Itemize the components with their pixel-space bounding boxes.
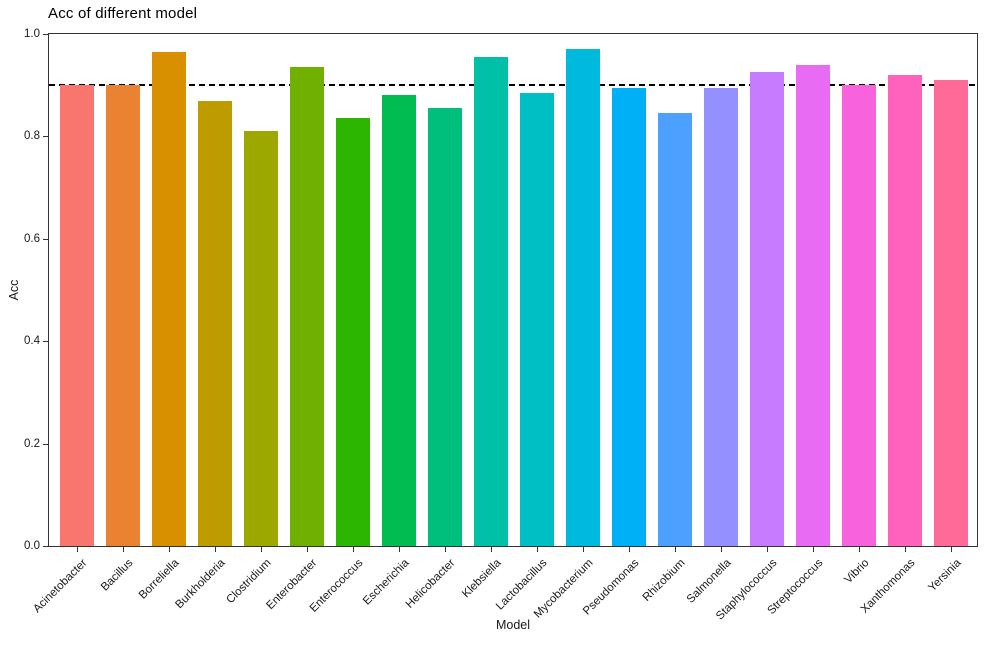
bar-enterobacter <box>290 67 324 546</box>
x-tick-mark <box>169 547 170 552</box>
bar-vibrio <box>842 85 876 546</box>
bar-streptococcus <box>796 64 830 546</box>
bar-acinetobacter <box>60 85 94 546</box>
x-tick-mark <box>951 547 952 552</box>
y-tick-label: 0.0 <box>24 540 40 552</box>
bar-rhizobium <box>658 113 692 546</box>
x-tick-mark <box>399 547 400 552</box>
bar-salmonella <box>704 87 738 546</box>
x-tick-mark <box>629 547 630 552</box>
y-axis-title: Acc <box>7 279 21 301</box>
y-tick-label: 0.4 <box>24 335 40 348</box>
bar-borreliella <box>152 51 186 546</box>
bar-escherichia <box>382 95 416 546</box>
y-tick-label: 0.8 <box>24 130 40 143</box>
x-tick-mark <box>307 547 308 552</box>
bar-enterococcus <box>336 118 370 546</box>
bar-bacillus <box>106 85 140 546</box>
x-tick-mark <box>583 547 584 552</box>
y-tick-mark <box>43 443 48 445</box>
x-tick-mark <box>859 547 860 552</box>
x-tick-label-acinetobacter: Acinetobacter <box>31 557 90 616</box>
x-tick-mark <box>445 547 446 552</box>
x-tick-mark <box>905 547 906 552</box>
x-tick-mark <box>767 547 768 552</box>
y-tick-label: 0.2 <box>24 437 40 450</box>
x-axis-title: Model <box>495 618 531 632</box>
x-tick-mark <box>537 547 538 552</box>
bar-pseudomonas <box>612 87 646 546</box>
bar-yersinia <box>934 80 968 546</box>
bar-helicobacter <box>428 108 462 546</box>
x-tick-mark <box>77 547 78 552</box>
x-tick-mark <box>353 547 354 552</box>
x-tick-mark <box>491 547 492 552</box>
x-tick-mark <box>215 547 216 552</box>
chart-title: Acc of different model <box>48 5 198 22</box>
y-tick-mark <box>43 136 48 138</box>
y-tick-mark <box>43 341 48 343</box>
y-tick-mark <box>43 546 48 547</box>
bar-clostridium <box>244 131 278 546</box>
y-tick-mark <box>43 238 48 240</box>
reference-line <box>49 84 977 87</box>
x-tick-mark <box>261 547 262 552</box>
y-tick-label: 0.6 <box>24 232 40 245</box>
x-tick-mark <box>675 547 676 552</box>
x-tick-mark <box>813 547 814 552</box>
bar-lactobacillus <box>520 92 554 546</box>
bar-staphylococcus <box>750 72 784 546</box>
bar-burkholderia <box>198 100 232 546</box>
plot-area <box>48 33 978 547</box>
y-tick-label: 1.0 <box>24 28 40 40</box>
bar-xanthomonas <box>888 74 922 546</box>
y-tick-mark <box>43 34 48 35</box>
bar-klebsiella <box>474 57 508 546</box>
bar-mycobacterium <box>566 49 600 546</box>
x-tick-mark <box>123 547 124 552</box>
x-tick-mark <box>721 547 722 552</box>
